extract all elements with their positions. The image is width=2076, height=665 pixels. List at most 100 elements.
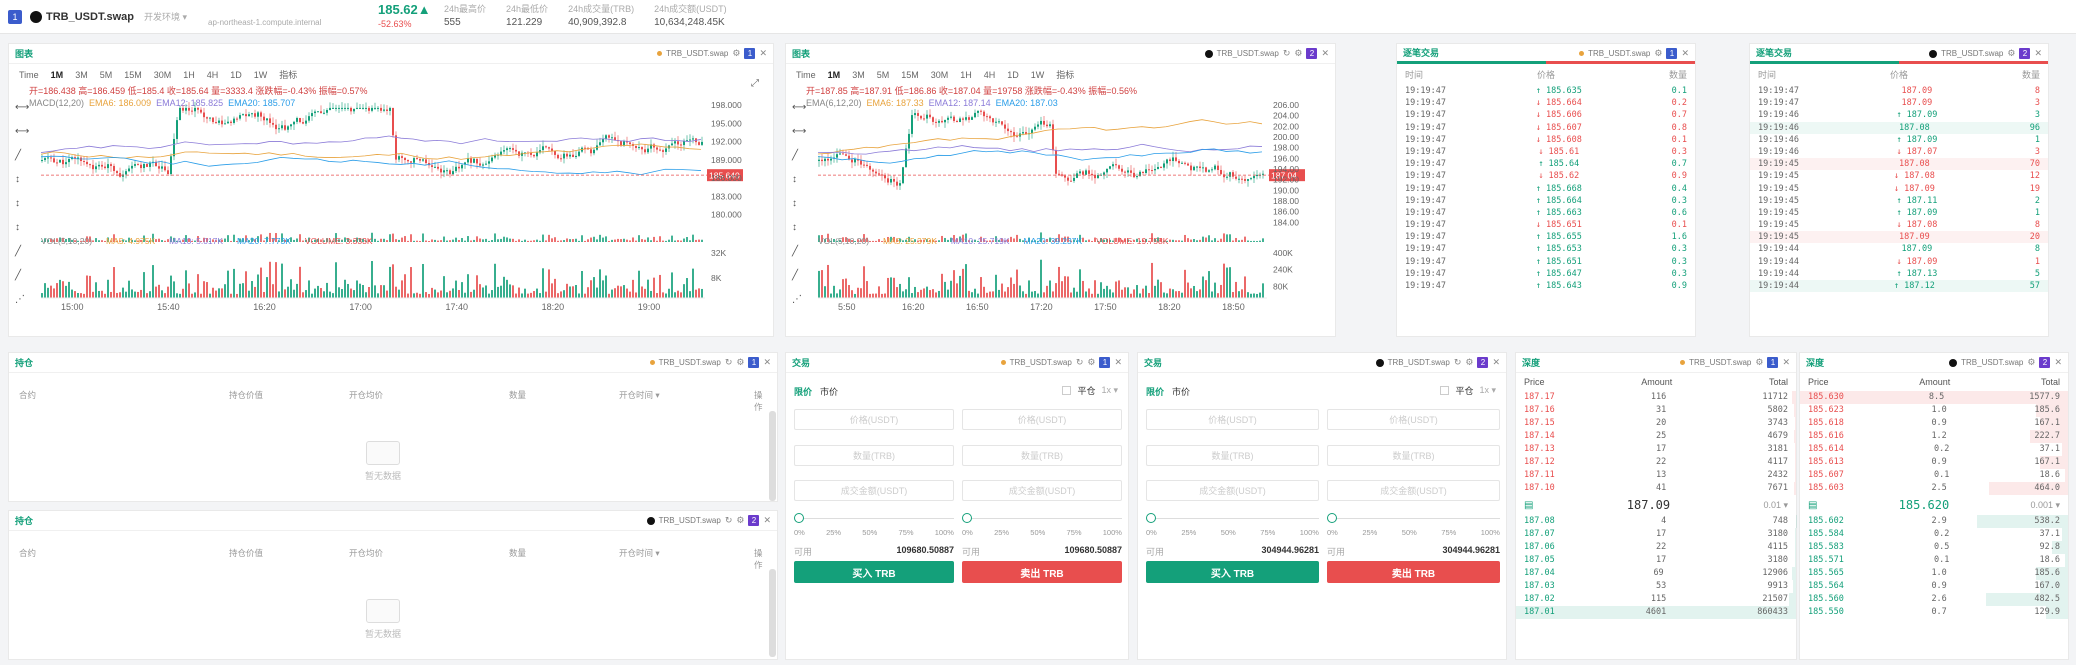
depth-view-icon[interactable]: ▤	[1524, 499, 1534, 511]
refresh-icon[interactable]: ↻	[1453, 357, 1462, 367]
bid-row[interactable]: 185.584 0.2 37.1	[1800, 528, 2068, 541]
close-icon[interactable]: ✕	[763, 515, 771, 525]
gear-icon[interactable]: ⚙	[2027, 357, 2036, 367]
gear-icon[interactable]: ⚙	[1087, 357, 1096, 367]
close-icon[interactable]: ✕	[1492, 357, 1500, 367]
group-badge[interactable]: 1	[748, 357, 760, 368]
gear-icon[interactable]: ⚙	[1294, 48, 1303, 58]
buy-total-input[interactable]: 成交金额(USDT)	[794, 480, 954, 501]
leverage-select[interactable]: 1x ▾	[1101, 385, 1118, 395]
timeframe-3M[interactable]: 3M	[852, 69, 865, 80]
env-selector[interactable]: 开发环境 ▾	[144, 12, 188, 22]
buy-total-input[interactable]: 成交金额(USDT)	[1146, 480, 1319, 501]
bid-row[interactable]: 185.560 2.6 482.5	[1800, 593, 2068, 606]
timeframe-1H[interactable]: 1H	[960, 69, 972, 80]
percent-slider[interactable]	[962, 513, 1122, 525]
close-icon[interactable]: ✕	[1114, 357, 1122, 367]
timeframe-4H[interactable]: 4H	[983, 69, 996, 80]
bid-row[interactable]: 187.08 4 748	[1516, 515, 1796, 528]
group-badge[interactable]: 2	[1477, 357, 1489, 368]
bid-row[interactable]: 185.583 0.5 92.8	[1800, 541, 2068, 554]
ask-row[interactable]: 185.603 2.5 464.0	[1800, 482, 2068, 495]
buy-price-input[interactable]: 价格(USDT)	[794, 409, 954, 430]
group-badge[interactable]: 1	[1666, 48, 1678, 59]
price-step-select[interactable]: 0.01 ▾	[1763, 499, 1788, 510]
group-badge[interactable]: 1	[744, 48, 756, 59]
percent-slider[interactable]	[1327, 513, 1500, 525]
close-icon[interactable]: ✕	[2054, 357, 2062, 367]
ask-row[interactable]: 187.10 41 7671	[1516, 482, 1796, 495]
sell-price-input[interactable]: 价格(USDT)	[1327, 409, 1500, 430]
checkbox[interactable]	[1440, 386, 1450, 395]
sell-amount-input[interactable]: 数量(TRB)	[1327, 445, 1500, 466]
sell-button[interactable]: 卖出 TRB	[962, 561, 1122, 583]
price-step-select[interactable]: 0.001 ▾	[2030, 499, 2060, 510]
ask-row[interactable]: 187.16 31 5802	[1516, 404, 1796, 417]
buy-button[interactable]: 买入 TRB	[1146, 561, 1319, 583]
buy-amount-input[interactable]: 数量(TRB)	[1146, 445, 1319, 466]
timeframe-15M[interactable]: 15M	[901, 69, 919, 80]
sell-total-input[interactable]: 成交金额(USDT)	[962, 480, 1122, 501]
group-badge[interactable]: 2	[748, 515, 760, 526]
percent-slider[interactable]	[794, 513, 954, 525]
close-icon[interactable]: ✕	[2034, 48, 2042, 58]
gear-icon[interactable]: ⚙	[732, 48, 741, 58]
group-badge[interactable]: 2	[2039, 357, 2051, 368]
buy-price-input[interactable]: 价格(USDT)	[1146, 409, 1319, 430]
ask-row[interactable]: 185.623 1.0 185.6	[1800, 404, 2068, 417]
ask-row[interactable]: 187.13 17 3181	[1516, 443, 1796, 456]
bid-row[interactable]: 187.05 17 3180	[1516, 554, 1796, 567]
tab-market[interactable]: 市价	[820, 387, 839, 397]
bid-row[interactable]: 187.03 53 9913	[1516, 580, 1796, 593]
close-position-toggle[interactable]: 平仓 1x ▾	[1440, 384, 1496, 397]
tab-limit[interactable]: 限价	[794, 387, 813, 397]
ask-row[interactable]: 185.613 0.9 167.1	[1800, 456, 2068, 469]
fullscreen-icon[interactable]: ⤢	[751, 78, 759, 89]
close-icon[interactable]: ✕	[1681, 48, 1689, 58]
candlestick-chart-2[interactable]: 187.04206.00204.00202.00200.00198.00196.…	[786, 98, 1337, 338]
buy-amount-input[interactable]: 数量(TRB)	[794, 445, 954, 466]
close-icon[interactable]: ✕	[1321, 48, 1329, 58]
scrollbar[interactable]	[769, 411, 776, 501]
ask-row[interactable]: 187.17 116 11712	[1516, 391, 1796, 404]
bid-row[interactable]: 185.565 1.0 185.6	[1800, 567, 2068, 580]
bid-row[interactable]: 185.602 2.9 538.2	[1800, 515, 2068, 528]
group-badge[interactable]: 1	[1099, 357, 1111, 368]
bid-row[interactable]: 187.07 17 3180	[1516, 528, 1796, 541]
slider-knob[interactable]	[962, 513, 972, 523]
slider-knob[interactable]	[1146, 513, 1156, 523]
slider-knob[interactable]	[794, 513, 804, 523]
ask-row[interactable]: 185.614 0.2 37.1	[1800, 443, 2068, 456]
ask-row[interactable]: 185.618 0.9 167.1	[1800, 417, 2068, 430]
bid-row[interactable]: 185.564 0.9 167.0	[1800, 580, 2068, 593]
leverage-select[interactable]: 1x ▾	[1479, 385, 1496, 395]
refresh-icon[interactable]: ↻	[1282, 48, 1291, 58]
gear-icon[interactable]: ⚙	[1654, 48, 1663, 58]
ask-row[interactable]: 187.12 22 4117	[1516, 456, 1796, 469]
close-icon[interactable]: ✕	[763, 357, 771, 367]
gear-icon[interactable]: ⚙	[2007, 48, 2016, 58]
timeframe-1D[interactable]: 1D	[1007, 69, 1019, 80]
ask-row[interactable]: 185.607 0.1 18.6	[1800, 469, 2068, 482]
timeframe-1W[interactable]: 1W	[253, 69, 268, 80]
timeframe-5M[interactable]: 5M	[99, 69, 113, 80]
ask-row[interactable]: 187.15 20 3743	[1516, 417, 1796, 430]
sell-price-input[interactable]: 价格(USDT)	[962, 409, 1122, 430]
sell-amount-input[interactable]: 数量(TRB)	[962, 445, 1122, 466]
timeframe-1H[interactable]: 1H	[183, 69, 195, 80]
timeframe-3M[interactable]: 3M	[75, 69, 88, 80]
ask-row[interactable]: 185.616 1.2 222.7	[1800, 430, 2068, 443]
bid-row[interactable]: 187.01 4601 860433	[1516, 606, 1796, 619]
symbol-title[interactable]: TRB_USDT.swap	[46, 10, 135, 23]
tab-limit[interactable]: 限价	[1146, 387, 1165, 397]
group-badge[interactable]: 2	[2019, 48, 2031, 59]
timeframe-30M[interactable]: 30M	[153, 69, 172, 80]
slider-knob[interactable]	[1327, 513, 1337, 523]
gear-icon[interactable]: ⚙	[1465, 357, 1474, 367]
timeframe-1D[interactable]: 1D	[230, 69, 242, 80]
bid-row[interactable]: 187.06 22 4115	[1516, 541, 1796, 554]
close-position-toggle[interactable]: 平仓 1x ▾	[1062, 384, 1118, 397]
scrollbar[interactable]	[769, 569, 776, 657]
sell-total-input[interactable]: 成交金额(USDT)	[1327, 480, 1500, 501]
sell-button[interactable]: 卖出 TRB	[1327, 561, 1500, 583]
